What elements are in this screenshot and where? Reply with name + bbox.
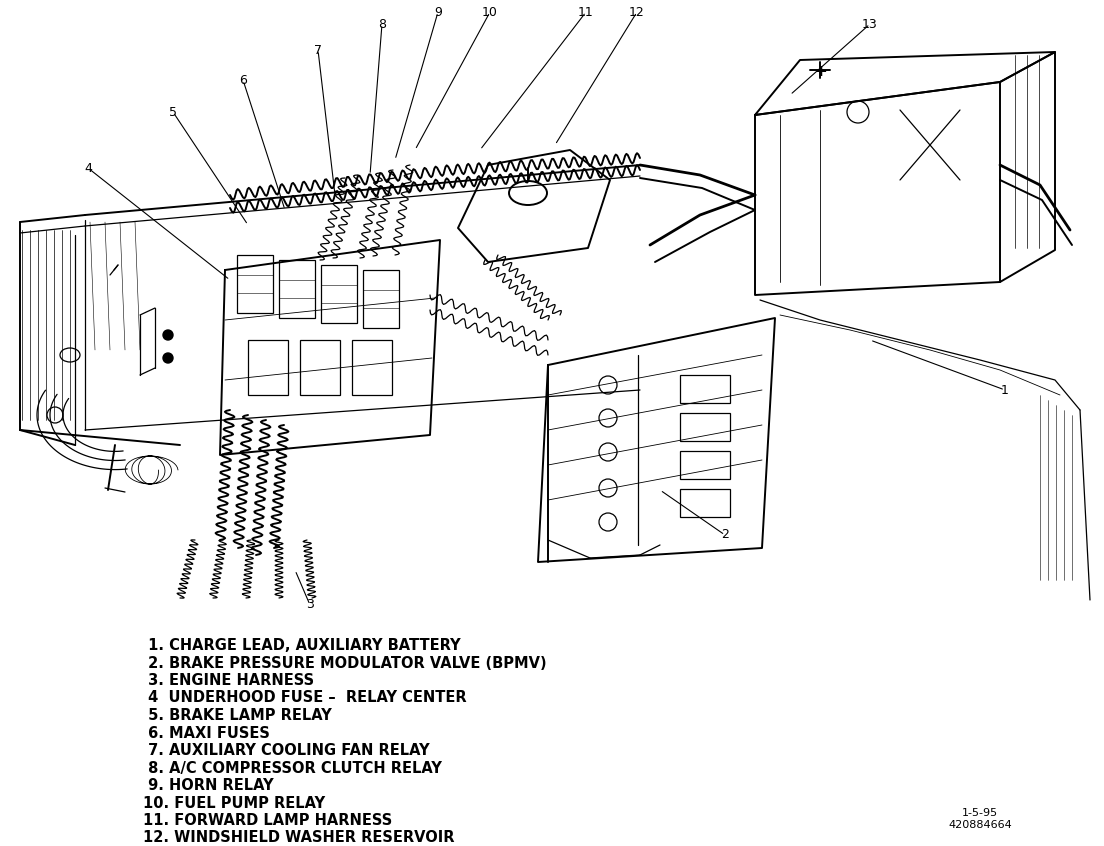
Circle shape (163, 353, 173, 363)
Text: 5: 5 (169, 106, 177, 118)
Text: 8. A/C COMPRESSOR CLUTCH RELAY: 8. A/C COMPRESSOR CLUTCH RELAY (144, 761, 442, 776)
Text: 4  UNDERHOOD FUSE –  RELAY CENTER: 4 UNDERHOOD FUSE – RELAY CENTER (144, 690, 467, 706)
Text: 3. ENGINE HARNESS: 3. ENGINE HARNESS (144, 673, 315, 688)
Text: 7: 7 (314, 43, 322, 57)
Text: 4: 4 (84, 162, 92, 174)
Text: 420884664: 420884664 (948, 820, 1012, 830)
Text: 13: 13 (862, 18, 878, 30)
Text: 11: 11 (578, 6, 594, 19)
Text: 3: 3 (306, 598, 314, 612)
Text: 10: 10 (482, 6, 498, 19)
Text: +: + (815, 64, 827, 80)
Text: 9. HORN RELAY: 9. HORN RELAY (144, 778, 274, 793)
Text: 2: 2 (721, 529, 729, 541)
Text: 12: 12 (629, 6, 645, 19)
Text: 5. BRAKE LAMP RELAY: 5. BRAKE LAMP RELAY (144, 708, 331, 723)
Text: 12. WINDSHIELD WASHER RESERVOIR: 12. WINDSHIELD WASHER RESERVOIR (144, 831, 455, 845)
Text: 1. CHARGE LEAD, AUXILIARY BATTERY: 1. CHARGE LEAD, AUXILIARY BATTERY (144, 638, 460, 653)
Text: 10. FUEL PUMP RELAY: 10. FUEL PUMP RELAY (144, 795, 325, 810)
Text: 9: 9 (434, 6, 442, 19)
Text: 6: 6 (240, 74, 247, 86)
Text: 11. FORWARD LAMP HARNESS: 11. FORWARD LAMP HARNESS (144, 813, 392, 828)
Text: 1: 1 (1001, 383, 1009, 397)
Text: 7. AUXILIARY COOLING FAN RELAY: 7. AUXILIARY COOLING FAN RELAY (144, 743, 429, 758)
Text: 2. BRAKE PRESSURE MODULATOR VALVE (BPMV): 2. BRAKE PRESSURE MODULATOR VALVE (BPMV) (144, 656, 546, 671)
Text: 8: 8 (378, 18, 386, 30)
Text: 6. MAXI FUSES: 6. MAXI FUSES (144, 726, 269, 740)
Text: 1-5-95: 1-5-95 (962, 808, 998, 818)
Circle shape (163, 330, 173, 340)
